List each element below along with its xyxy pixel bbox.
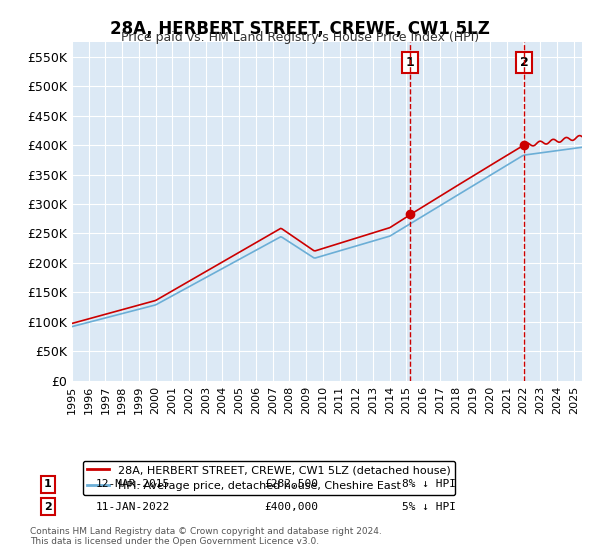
Text: 28A, HERBERT STREET, CREWE, CW1 5LZ: 28A, HERBERT STREET, CREWE, CW1 5LZ (110, 20, 490, 38)
Text: 1: 1 (406, 56, 414, 69)
Legend: 28A, HERBERT STREET, CREWE, CW1 5LZ (detached house), HPI: Average price, detach: 28A, HERBERT STREET, CREWE, CW1 5LZ (det… (83, 461, 455, 496)
Text: 12-MAR-2015: 12-MAR-2015 (96, 479, 170, 489)
Text: Price paid vs. HM Land Registry's House Price Index (HPI): Price paid vs. HM Land Registry's House … (121, 31, 479, 44)
Text: Contains HM Land Registry data © Crown copyright and database right 2024.
This d: Contains HM Land Registry data © Crown c… (30, 526, 382, 546)
Text: £282,500: £282,500 (264, 479, 318, 489)
Text: 8% ↓ HPI: 8% ↓ HPI (402, 479, 456, 489)
Text: £400,000: £400,000 (264, 502, 318, 512)
Text: 11-JAN-2022: 11-JAN-2022 (96, 502, 170, 512)
Text: 1: 1 (44, 479, 52, 489)
Text: 2: 2 (520, 56, 529, 69)
Text: 5% ↓ HPI: 5% ↓ HPI (402, 502, 456, 512)
Text: 2: 2 (44, 502, 52, 512)
